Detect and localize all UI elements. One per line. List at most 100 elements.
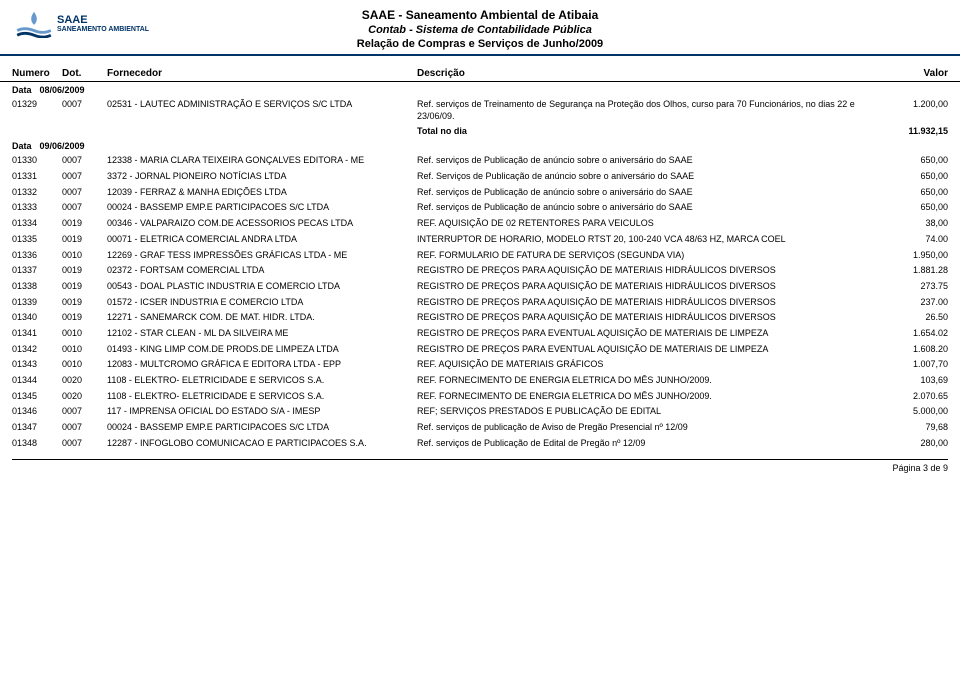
total-value: 11.932,15 (868, 126, 948, 136)
cell-dot: 0007 (62, 438, 107, 450)
cell-valor: 650,00 (868, 171, 948, 183)
cell-fornecedor: 117 - IMPRENSA OFICIAL DO ESTADO S/A - I… (107, 406, 417, 418)
cell-valor: 1.608.20 (868, 344, 948, 356)
cell-numero: 01342 (12, 344, 62, 356)
cell-numero: 01330 (12, 155, 62, 167)
table-row: 01335001900071 - ELETRICA COMERCIAL ANDR… (0, 232, 960, 248)
cell-fornecedor: 12083 - MULTCROMO GRÁFICA E EDITORA LTDA… (107, 359, 417, 371)
cell-numero: 01337 (12, 265, 62, 277)
cell-descricao: Ref. serviços de Publicação de anúncio s… (417, 187, 868, 199)
cell-dot: 0020 (62, 391, 107, 403)
logo-main: SAAE (57, 15, 149, 26)
page-number: Página 3 de 9 (892, 463, 948, 473)
cell-numero: 01334 (12, 218, 62, 230)
table-row: 01332000712039 - FERRAZ & MANHA EDIÇÕES … (0, 185, 960, 201)
cell-descricao: Ref. serviços de publicação de Aviso de … (417, 422, 868, 434)
date-value: 08/06/2009 (40, 85, 85, 95)
cell-fornecedor: 12271 - SANEMARCK COM. DE MAT. HIDR. LTD… (107, 312, 417, 324)
cell-numero: 01348 (12, 438, 62, 450)
total-row: Total no dia11.932,15 (0, 124, 960, 138)
cell-numero: 01345 (12, 391, 62, 403)
cell-valor: 650,00 (868, 202, 948, 214)
table-row: 01336001012269 - GRAF TESS IMPRESSÕES GR… (0, 248, 960, 264)
cell-dot: 0019 (62, 265, 107, 277)
cell-fornecedor: 00071 - ELETRICA COMERCIAL ANDRA LTDA (107, 234, 417, 246)
cell-fornecedor: 02531 - LAUTEC ADMINISTRAÇÃO E SERVIÇOS … (107, 99, 417, 122)
page-footer: Página 3 de 9 (12, 459, 948, 473)
date-group-header: Data 08/06/2009 (0, 82, 960, 97)
cell-numero: 01339 (12, 297, 62, 309)
table-row: 0133100073372 - JORNAL PIONEIRO NOTÍCIAS… (0, 169, 960, 185)
table-row: 01330000712338 - MARIA CLARA TEIXEIRA GO… (0, 153, 960, 169)
table-row: 01342001001493 - KING LIMP COM.DE PRODS.… (0, 342, 960, 358)
cell-dot: 0010 (62, 250, 107, 262)
cell-descricao: Ref. serviços de Publicação de Edital de… (417, 438, 868, 450)
date-label: Data (12, 141, 32, 151)
cell-numero: 01333 (12, 202, 62, 214)
cell-fornecedor: 1108 - ELEKTRO- ELETRICIDADE E SERVICOS … (107, 391, 417, 403)
report-body: Data08/06/200901329000702531 - LAUTEC AD… (0, 82, 960, 451)
cell-descricao: Ref. Serviços de Publicação de anúncio s… (417, 171, 868, 183)
cell-valor: 38,00 (868, 218, 948, 230)
cell-valor: 1.200,00 (868, 99, 948, 122)
cell-valor: 26.50 (868, 312, 948, 324)
cell-numero: 01347 (12, 422, 62, 434)
cell-valor: 1.654.02 (868, 328, 948, 340)
col-descricao: Descrição (417, 68, 868, 79)
cell-fornecedor: 12039 - FERRAZ & MANHA EDIÇÕES LTDA (107, 187, 417, 199)
page-header: SAAE SANEAMENTO AMBIENTAL SAAE - Saneame… (0, 0, 960, 56)
cell-numero: 01340 (12, 312, 62, 324)
date-value: 09/06/2009 (40, 141, 85, 151)
cell-numero: 01341 (12, 328, 62, 340)
cell-dot: 0007 (62, 155, 107, 167)
table-row: 01347000700024 - BASSEMP EMP.E PARTICIPA… (0, 420, 960, 436)
table-row: 01337001902372 - FORTSAM COMERCIAL LTDAR… (0, 263, 960, 279)
cell-dot: 0007 (62, 171, 107, 183)
cell-dot: 0010 (62, 328, 107, 340)
cell-dot: 0019 (62, 218, 107, 230)
cell-fornecedor: 1108 - ELEKTRO- ELETRICIDADE E SERVICOS … (107, 375, 417, 387)
logo: SAAE SANEAMENTO AMBIENTAL (15, 10, 149, 38)
cell-numero: 01329 (12, 99, 62, 122)
column-header-row: Numero Dot. Fornecedor Descrição Valor (0, 62, 960, 82)
cell-valor: 1.007,70 (868, 359, 948, 371)
header-report: Relação de Compras e Serviços de Junho/2… (0, 38, 960, 50)
cell-valor: 1.950,00 (868, 250, 948, 262)
cell-dot: 0019 (62, 312, 107, 324)
cell-numero: 01335 (12, 234, 62, 246)
cell-valor: 5.000,00 (868, 406, 948, 418)
table-row: 01341001012102 - STAR CLEAN - ML DA SILV… (0, 326, 960, 342)
cell-descricao: REF. AQUISIÇÃO DE MATERIAIS GRÁFICOS (417, 359, 868, 371)
cell-descricao: Ref. serviços de Publicação de anúncio s… (417, 202, 868, 214)
date-label: Data (12, 85, 32, 95)
cell-dot: 0007 (62, 99, 107, 122)
table-row: 01339001901572 - ICSER INDUSTRIA E COMER… (0, 295, 960, 311)
cell-numero: 01338 (12, 281, 62, 293)
cell-dot: 0019 (62, 297, 107, 309)
cell-dot: 0019 (62, 281, 107, 293)
cell-valor: 273.75 (868, 281, 948, 293)
cell-fornecedor: 00543 - DOAL PLASTIC INDUSTRIA E COMERCI… (107, 281, 417, 293)
cell-dot: 0010 (62, 344, 107, 356)
cell-descricao: REGISTRO DE PREÇOS PARA AQUISIÇÃO DE MAT… (417, 265, 868, 277)
cell-numero: 01331 (12, 171, 62, 183)
table-row: 01333000700024 - BASSEMP EMP.E PARTICIPA… (0, 200, 960, 216)
cell-valor: 2.070.65 (868, 391, 948, 403)
table-row: 01340001912271 - SANEMARCK COM. DE MAT. … (0, 310, 960, 326)
cell-numero: 01336 (12, 250, 62, 262)
cell-numero: 01343 (12, 359, 62, 371)
cell-descricao: REGISTRO DE PREÇOS PARA EVENTUAL AQUISIÇ… (417, 328, 868, 340)
table-row: 01338001900543 - DOAL PLASTIC INDUSTRIA … (0, 279, 960, 295)
cell-valor: 650,00 (868, 155, 948, 167)
col-fornecedor: Fornecedor (107, 68, 417, 79)
logo-text: SAAE SANEAMENTO AMBIENTAL (57, 15, 149, 33)
cell-descricao: REF; SERVIÇOS PRESTADOS E PUBLICAÇÃO DE … (417, 406, 868, 418)
cell-fornecedor: 02372 - FORTSAM COMERCIAL LTDA (107, 265, 417, 277)
cell-descricao: Ref. serviços de Publicação de anúncio s… (417, 155, 868, 167)
cell-fornecedor: 12102 - STAR CLEAN - ML DA SILVEIRA ME (107, 328, 417, 340)
table-row: 013460007117 - IMPRENSA OFICIAL DO ESTAD… (0, 404, 960, 420)
cell-numero: 01344 (12, 375, 62, 387)
cell-dot: 0007 (62, 406, 107, 418)
cell-dot: 0019 (62, 234, 107, 246)
cell-numero: 01346 (12, 406, 62, 418)
